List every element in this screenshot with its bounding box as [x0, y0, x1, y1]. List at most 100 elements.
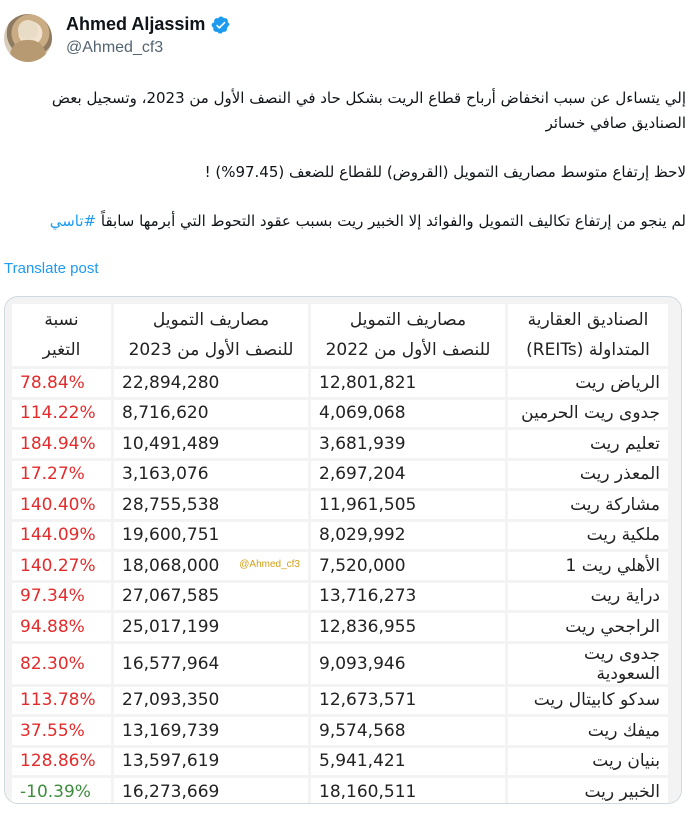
financing-2022-cell: 11,961,505: [311, 491, 505, 519]
fund-name-cell: الأهلي ريت 1: [508, 552, 668, 580]
financing-2023-cell-text: 25,017,199: [122, 616, 220, 637]
table-row: الخبير ريت 18,160,511 16,273,669 -10.39%: [12, 778, 668, 803]
table-row: تعليم ريت 3,681,939 10,491,489 184.94%: [12, 430, 668, 458]
change-percent-cell: 94.88%: [12, 613, 111, 641]
author-name[interactable]: Ahmed Aljassim: [66, 14, 206, 34]
change-percent-cell: 144.09%: [12, 521, 111, 549]
header-change-line1: نسبة: [44, 310, 79, 330]
fund-name-cell-text: تعليم ريت: [589, 433, 660, 454]
table-row: بنيان ريت 5,941,421 13,597,619 128.86%: [12, 747, 668, 775]
financing-2023-cell: 22,894,280: [114, 369, 308, 397]
translate-post-link[interactable]: Translate post: [4, 260, 99, 277]
change-percent-cell: 128.86%: [12, 747, 111, 775]
header-2022-line1: مصاريف التمويل: [349, 310, 467, 330]
author-name-row: Ahmed Aljassim: [66, 14, 231, 35]
change-percent-cell: 78.84%: [12, 369, 111, 397]
financing-2023-cell-text: 16,577,964: [122, 653, 220, 674]
financing-2023-cell: 10,491,489: [114, 430, 308, 458]
table-row: الأهلي ريت 1 7,520,000 18,068,000 @Ahmed_cf…: [12, 552, 668, 580]
financing-2022-cell-text: 12,673,571: [319, 690, 417, 711]
financing-2022-cell-text: 3,681,939: [319, 433, 406, 454]
header-2023: مصاريف التمويل للنصف الأول من 2023: [114, 304, 308, 366]
table-row: الراجحي ريت 12,836,955 25,017,199 94.88%: [12, 613, 668, 641]
financing-2022-cell: 18,160,511: [311, 778, 505, 803]
financing-2022-cell-text: 5,941,421: [319, 751, 406, 772]
financing-2023-cell-text: 27,093,350: [122, 690, 220, 711]
financing-2022-cell: 9,093,946: [311, 643, 505, 684]
change-percent-cell: 114.22%: [12, 399, 111, 427]
change-percent-cell: 140.40%: [12, 491, 111, 519]
fund-name-cell: الراجحي ريت: [508, 613, 668, 641]
change-percent-cell: 184.94%: [12, 430, 111, 458]
financing-2023-cell: 13,597,619: [114, 747, 308, 775]
change-percent-cell-text: 17.27%: [20, 464, 85, 485]
financing-2023-cell: 3,163,076: [114, 460, 308, 488]
change-percent-cell: 82.30%: [12, 643, 111, 684]
avatar-body: [10, 40, 46, 62]
table-row: سدكو كابيتال ريت 12,673,571 27,093,350 113.…: [12, 686, 668, 714]
financing-2022-cell-text: 12,836,955: [319, 616, 417, 637]
change-percent-cell: 140.27%: [12, 552, 111, 580]
financing-2023-cell: 27,067,585: [114, 582, 308, 610]
fund-name-cell: ملكية ريت: [508, 521, 668, 549]
change-percent-cell-text: 37.55%: [20, 720, 85, 741]
financing-2023-cell: 13,169,739: [114, 717, 308, 745]
change-percent-cell-text: 128.86%: [20, 751, 96, 772]
change-percent-cell-text: 140.27%: [20, 555, 96, 576]
financing-2023-cell-text: 28,755,538: [122, 494, 220, 515]
change-percent-cell-text: 78.84%: [20, 372, 85, 393]
financing-2022-cell-text: 4,069,068: [319, 403, 406, 424]
financing-2022-cell-text: 9,093,946: [319, 653, 406, 674]
tweet-line: لاحظ إرتفاع متوسط مصاريف التمويل (القروض…: [204, 163, 686, 181]
change-percent-cell-text: 113.78%: [20, 690, 96, 711]
change-percent-cell-text: 94.88%: [20, 616, 85, 637]
financing-2022-cell: 4,069,068: [311, 399, 505, 427]
header-fund: الصناديق العقارية المتداولة (REITs): [508, 304, 668, 366]
tweet-paragraph-text: لم ينجو من إرتفاع تكاليف التمويل والفوائ…: [100, 212, 686, 230]
fund-name-cell: الرياض ريت: [508, 369, 668, 397]
hashtag-link[interactable]: #تاسي: [49, 212, 97, 230]
financing-2023-cell-text: 13,169,739: [122, 720, 220, 741]
fund-name-cell-text: الراجحي ريت: [565, 616, 660, 637]
financing-2022-cell: 13,716,273: [311, 582, 505, 610]
financing-2022-cell: 8,029,992: [311, 521, 505, 549]
avatar[interactable]: [4, 14, 52, 62]
financing-2023-cell: 19,600,751: [114, 521, 308, 549]
fund-name-cell-text: ملكية ريت: [586, 525, 660, 546]
financing-2022-cell-text: 18,160,511: [319, 781, 417, 802]
fund-name-cell: جدوى ريت السعودية: [508, 643, 668, 684]
verified-badge-icon[interactable]: [211, 15, 231, 35]
avatar-head: [18, 20, 38, 40]
financing-2023-cell: 27,093,350: [114, 686, 308, 714]
header-fund-line1: الصناديق العقارية: [527, 310, 649, 330]
change-percent-cell-text: -10.39%: [20, 781, 91, 802]
financing-2023-cell-text: 8,716,620: [122, 403, 209, 424]
fund-name-cell-text: سدكو كابيتال ريت: [533, 690, 660, 711]
table-row: جدوى ريت السعودية 9,093,946 16,577,964 82.3…: [12, 643, 668, 684]
financing-2023-cell-text: 10,491,489: [122, 433, 220, 454]
financing-2022-cell-text: 7,520,000: [319, 555, 406, 576]
fund-name-cell: تعليم ريت: [508, 430, 668, 458]
financing-2022-cell-text: 9,574,568: [319, 720, 406, 741]
attached-image[interactable]: الصناديق العقارية المتداولة (REITs) مصار…: [4, 296, 682, 804]
change-percent-cell-text: 114.22%: [20, 403, 96, 424]
author-handle[interactable]: @Ahmed_cf3: [66, 39, 164, 56]
change-percent-cell-text: 184.94%: [20, 433, 96, 454]
tweet-header: Ahmed Aljassim @Ahmed_cf3: [0, 0, 699, 70]
financing-2023-cell: 28,755,538: [114, 491, 308, 519]
financing-2022-cell: 12,801,821: [311, 369, 505, 397]
fund-name-cell-text: المعذر ريت: [579, 464, 660, 485]
fund-name-cell: دراية ريت: [508, 582, 668, 610]
change-percent-cell: 37.55%: [12, 717, 111, 745]
header-fund-line2: المتداولة (REITs): [526, 340, 650, 360]
table-row: المعذر ريت 2,697,204 3,163,076 17.27%: [12, 460, 668, 488]
financing-2022-cell-text: 12,801,821: [319, 372, 417, 393]
header-change-line2: التغير: [42, 340, 81, 360]
change-percent-cell-text: 144.09%: [20, 525, 96, 546]
financing-2022-cell: 5,941,421: [311, 747, 505, 775]
fund-name-cell-text: بنيان ريت: [592, 751, 660, 772]
change-percent-cell-text: 97.34%: [20, 586, 85, 607]
financing-2023-cell-text: 19,600,751: [122, 525, 220, 546]
financing-2022-cell: 12,673,571: [311, 686, 505, 714]
fund-name-cell-text: الرياض ريت: [575, 372, 660, 393]
